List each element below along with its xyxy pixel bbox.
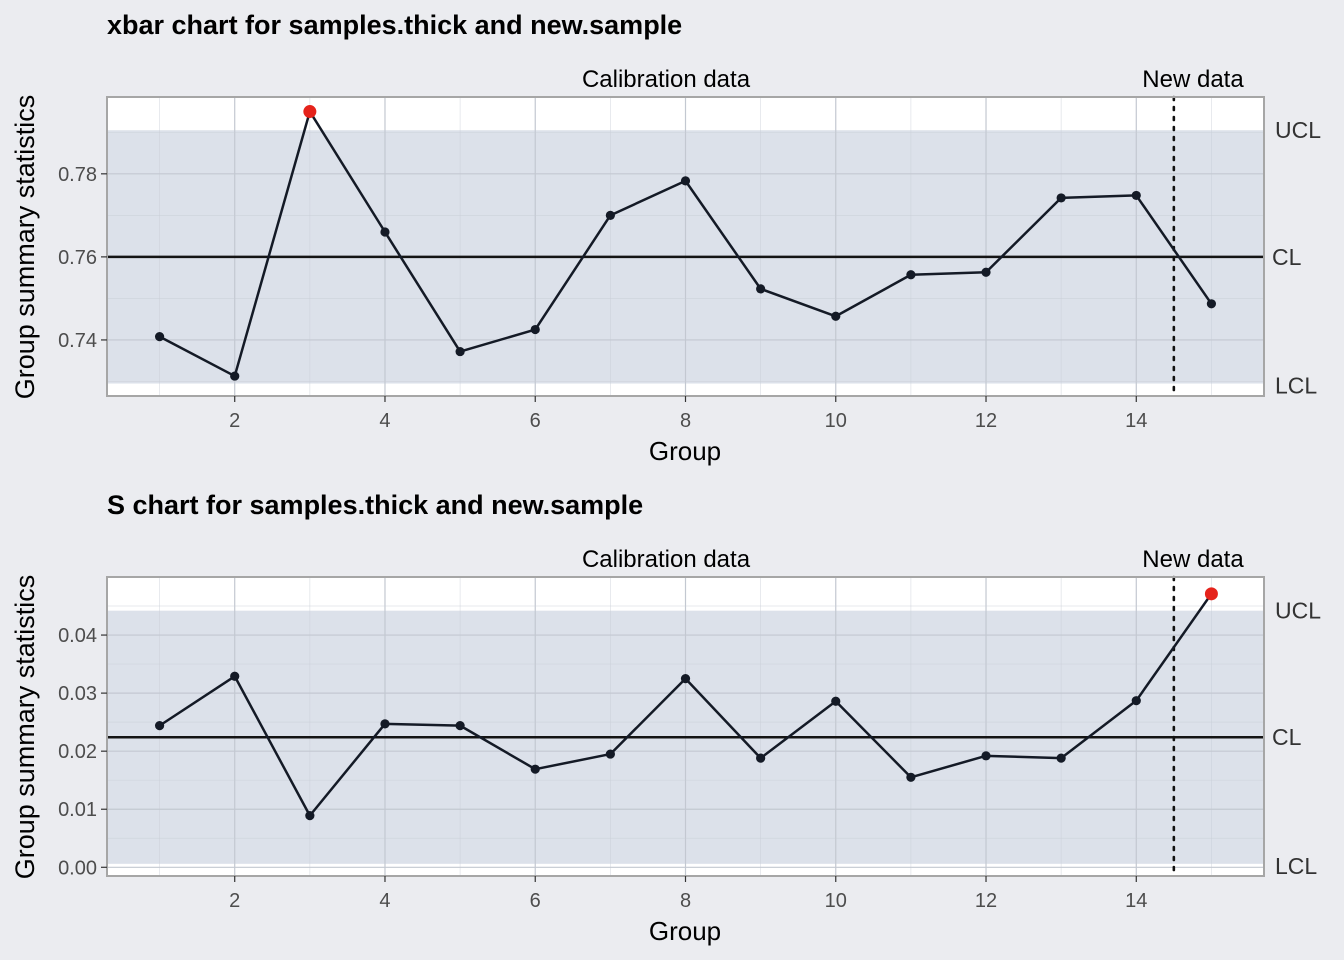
xbar-point — [831, 311, 841, 321]
xbar-ucl-label: UCL — [1275, 117, 1321, 143]
s-lcl-label: LCL — [1275, 853, 1317, 879]
xbar-point — [981, 267, 991, 277]
s-point-violation — [1204, 587, 1218, 601]
y-tick-label: 0.78 — [58, 164, 97, 186]
x-tick-label: 14 — [1125, 410, 1147, 432]
xbar-point — [680, 176, 691, 186]
s-point — [680, 674, 691, 684]
x-tick-label: 12 — [975, 410, 997, 432]
s-calibration-label: Calibration data — [582, 546, 751, 573]
s-ucl-label: UCL — [1275, 598, 1321, 624]
x-tick-label: 8 — [680, 890, 691, 912]
xbar-point — [1206, 299, 1217, 309]
s-cl-label: CL — [1272, 724, 1302, 750]
s-chart-title: S chart for samples.thick and new.sample — [107, 490, 643, 520]
xbar-point — [230, 371, 240, 381]
xbar-point — [154, 332, 165, 342]
s-new-data-label: New data — [1142, 546, 1244, 573]
x-tick-label: 6 — [530, 410, 541, 432]
x-tick-label: 2 — [229, 410, 240, 432]
y-tick-label: 0.04 — [58, 625, 97, 647]
xbar-point — [906, 270, 916, 280]
xbar-points — [154, 105, 1217, 381]
s-y-ticks: 0.00 0.01 0.02 0.03 0.04 — [58, 625, 107, 879]
x-tick-label: 4 — [379, 410, 390, 432]
s-point — [455, 721, 465, 731]
s-chart: S chart for samples.thick and new.sample… — [10, 490, 1321, 946]
xbar-point — [380, 227, 390, 237]
s-x-ticks: 2 4 6 8 10 12 14 — [229, 876, 1147, 912]
s-point — [1056, 753, 1066, 763]
xbar-point-violation — [303, 105, 317, 119]
xbar-point — [530, 324, 540, 335]
s-point — [380, 719, 390, 729]
s-point — [756, 753, 766, 763]
x-tick-label: 10 — [825, 890, 847, 912]
s-x-axis-label: Group — [649, 916, 721, 946]
xbar-calibration-label: Calibration data — [582, 66, 751, 93]
xbar-lcl-label: LCL — [1275, 373, 1317, 399]
x-tick-label: 6 — [530, 890, 541, 912]
x-tick-label: 10 — [825, 410, 847, 432]
xbar-y-ticks: 0.74 0.76 0.78 — [58, 164, 107, 352]
y-tick-label: 0.76 — [58, 247, 97, 269]
xbar-x-ticks: 2 4 6 8 10 12 14 — [229, 396, 1147, 432]
xbar-chart-title: xbar chart for samples.thick and new.sam… — [107, 10, 682, 40]
xbar-y-axis-label: Group summary statistics — [10, 95, 40, 400]
s-point — [305, 811, 315, 821]
s-point — [1131, 696, 1141, 706]
y-tick-label: 0.00 — [58, 857, 97, 879]
x-tick-label: 14 — [1125, 890, 1147, 912]
xbar-new-data-label: New data — [1142, 66, 1244, 93]
s-y-axis-label: Group summary statistics — [10, 575, 40, 880]
s-point — [981, 751, 991, 761]
x-tick-label: 8 — [680, 410, 691, 432]
xbar-x-axis-label: Group — [649, 436, 721, 466]
s-points — [154, 587, 1218, 821]
s-point — [831, 696, 841, 706]
s-point — [605, 749, 615, 759]
xbar-point — [455, 346, 465, 357]
xbar-point — [1131, 190, 1141, 201]
s-point — [154, 721, 165, 731]
s-point — [530, 764, 540, 774]
y-tick-label: 0.01 — [58, 799, 97, 821]
y-tick-label: 0.74 — [58, 330, 97, 352]
x-tick-label: 12 — [975, 890, 997, 912]
s-point — [230, 671, 240, 681]
xbar-point — [756, 284, 766, 294]
y-tick-label: 0.03 — [58, 683, 97, 705]
x-tick-label: 4 — [379, 890, 390, 912]
y-tick-label: 0.02 — [58, 741, 97, 763]
xbar-point — [605, 210, 615, 220]
xbar-cl-label: CL — [1272, 244, 1302, 270]
x-tick-label: 2 — [229, 890, 240, 912]
xbar-point — [1056, 193, 1066, 203]
xbar-chart: xbar chart for samples.thick and new.sam… — [10, 10, 1321, 466]
s-point — [906, 772, 916, 782]
